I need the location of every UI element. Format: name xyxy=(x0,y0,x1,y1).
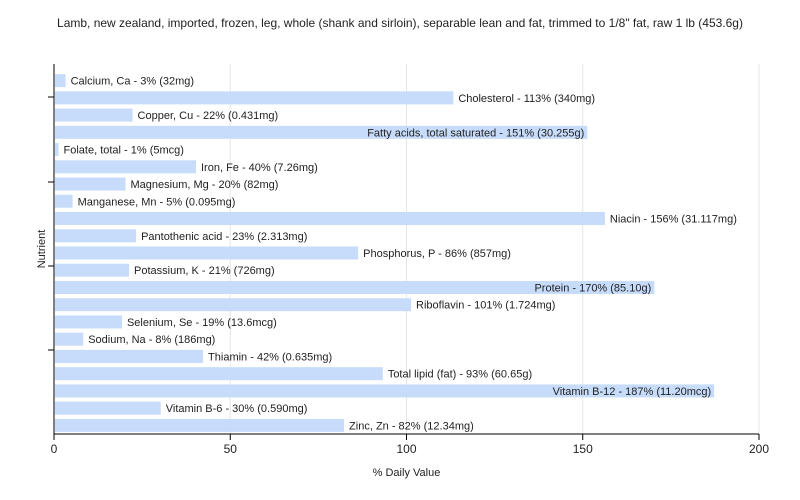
bar-label: Potassium, K - 21% (726mg) xyxy=(134,265,275,277)
bar-label: Pantothenic acid - 23% (2.313mg) xyxy=(141,231,307,243)
bar xyxy=(55,280,655,294)
x-tick-label: 100 xyxy=(396,442,416,456)
bar-label: Total lipid (fat) - 93% (60.65g) xyxy=(388,369,532,381)
bar-labels: Calcium, Ca - 3% (32mg) Cholesterol - 113… xyxy=(64,76,737,433)
bar xyxy=(55,160,196,174)
bar xyxy=(55,125,588,139)
bar xyxy=(55,298,412,312)
bar xyxy=(55,229,137,243)
y-axis-title: Nutrient xyxy=(36,230,48,269)
bar-label: Sodium, Na - 8% (186mg) xyxy=(88,334,215,346)
bar xyxy=(55,418,345,432)
bar xyxy=(55,194,73,208)
bar-label: Vitamin B-6 - 30% (0.590mg) xyxy=(166,403,308,415)
bar xyxy=(55,263,130,277)
bar xyxy=(55,246,359,260)
bar-label: Vitamin B-12 - 187% (11.20mcg) xyxy=(553,386,712,398)
chart-title: Lamb, new zealand, imported, frozen, leg… xyxy=(57,16,743,30)
bar xyxy=(55,315,122,329)
bar-label: Phosphorus, P - 86% (857mg) xyxy=(363,248,511,260)
bar xyxy=(55,212,605,226)
bar-label: Cholesterol - 113% (340mg) xyxy=(458,93,595,105)
bar-label: Manganese, Mn - 5% (0.095mg) xyxy=(78,196,236,208)
bar-label: Niacin - 156% (31.117mg) xyxy=(610,214,737,226)
bar xyxy=(55,401,161,415)
axes: 0 50 100 150 200 xyxy=(48,64,769,456)
bar-label: Riboflavin - 101% (1.724mg) xyxy=(416,300,555,312)
bar-label: Thiamin - 42% (0.635mg) xyxy=(208,351,332,363)
bar-label: Calcium, Ca - 3% (32mg) xyxy=(71,76,194,88)
bar xyxy=(55,332,84,346)
bar-label: Selenium, Se - 19% (13.6mcg) xyxy=(127,317,277,329)
bar xyxy=(55,349,204,363)
x-tick-label: 0 xyxy=(51,442,58,456)
bar-label: Protein - 170% (85.10g) xyxy=(534,282,651,294)
bars xyxy=(55,74,715,432)
x-tick-label: 150 xyxy=(573,442,593,456)
bar-label: Magnesium, Mg - 20% (82mg) xyxy=(131,179,279,191)
bar xyxy=(55,367,383,381)
bar xyxy=(55,384,715,398)
bar-label: Copper, Cu - 22% (0.431mg) xyxy=(138,110,279,122)
bar xyxy=(55,108,133,122)
bar-label: Iron, Fe - 40% (7.26mg) xyxy=(201,162,318,174)
bar-label: Fatty acids, total saturated - 151% (30.… xyxy=(367,127,584,139)
x-tick-label: 50 xyxy=(224,442,238,456)
bar-label: Zinc, Zn - 82% (12.34mg) xyxy=(349,420,474,432)
bar xyxy=(55,177,126,191)
x-tick-label: 200 xyxy=(749,442,769,456)
bar-label: Folate, total - 1% (5mcg) xyxy=(64,145,184,157)
x-axis-title: % Daily Value xyxy=(373,467,441,479)
bar xyxy=(55,143,59,157)
bar xyxy=(55,74,66,88)
bar xyxy=(55,91,454,105)
